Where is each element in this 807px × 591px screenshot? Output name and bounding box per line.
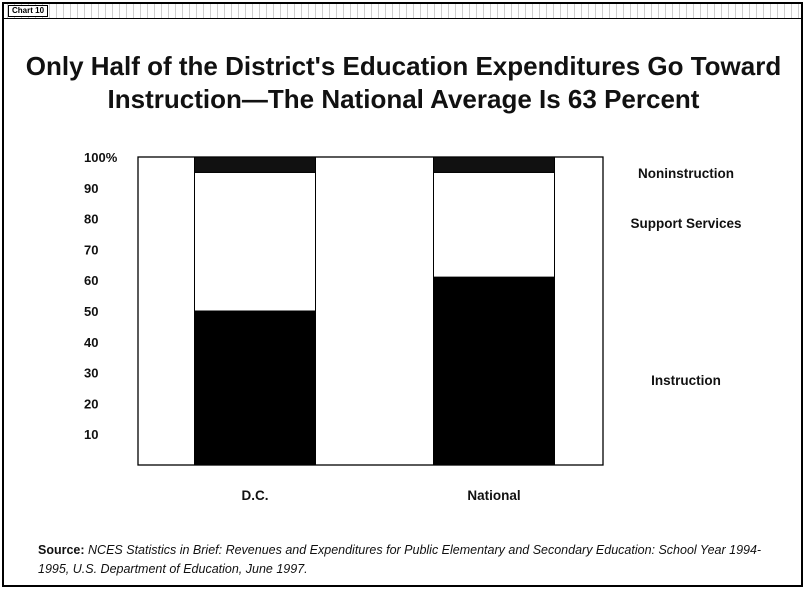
y-tick-label: 10 — [84, 427, 98, 442]
bar-noninstruction-dc — [194, 156, 316, 173]
y-tick-label: 80 — [84, 212, 98, 227]
source-label: Source: — [38, 543, 85, 557]
legend-label-support-services: Support Services — [630, 216, 741, 231]
y-tick-label: 20 — [84, 396, 98, 411]
y-tick-label: 60 — [84, 273, 98, 288]
bar-support-services-dc — [194, 171, 316, 312]
source-text: NCES Statistics in Brief: Revenues and E… — [38, 543, 762, 576]
y-tick-label: 40 — [84, 335, 98, 350]
bar-support-services-national — [433, 171, 555, 278]
bar-instruction-national — [433, 276, 555, 466]
chart-tag: Chart 10 — [8, 5, 49, 17]
page-title: Only Half of the District's Education Ex… — [0, 50, 807, 116]
y-tick-label: 100% — [84, 150, 118, 165]
x-category-label: National — [467, 488, 520, 503]
top-strip: Chart 10 — [4, 4, 801, 19]
source-note: Source: NCES Statistics in Brief: Revenu… — [38, 541, 778, 579]
y-tick-label: 50 — [84, 304, 98, 319]
page-title-line-2: Instruction—The National Average Is 63 P… — [107, 84, 700, 114]
bar-instruction-dc — [194, 310, 316, 466]
x-category-label: D.C. — [242, 488, 269, 503]
page-title-line-1: Only Half of the District's Education Ex… — [25, 51, 782, 81]
legend-label-instruction: Instruction — [651, 373, 721, 388]
bar-noninstruction-national — [433, 156, 555, 173]
y-tick-label: 70 — [84, 242, 98, 257]
y-tick-label: 30 — [84, 366, 98, 381]
legend-label-noninstruction: Noninstruction — [638, 166, 734, 181]
y-tick-label: 90 — [84, 181, 98, 196]
